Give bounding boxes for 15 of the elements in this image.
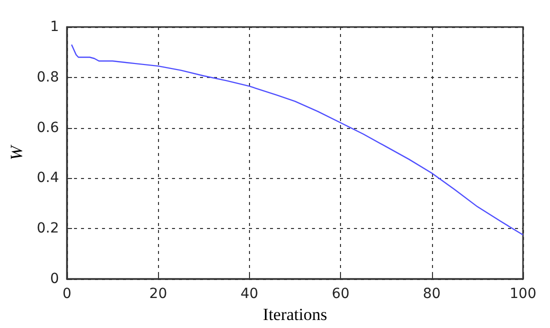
y-tick-label: 0.2 [36,220,59,237]
y-tick-label: 0.8 [36,69,59,86]
y-axis-title: W [7,144,26,160]
x-tick-label: 60 [332,286,350,302]
y-tick-label: 1 [50,19,59,35]
x-tick-label: 0 [62,286,72,302]
x-tick-label: 100 [510,286,536,302]
x-tick-label: 20 [149,286,168,302]
x-axis-title: Iterations [262,304,328,324]
y-tick-label: 0.6 [36,120,60,136]
y-tick-label: 0 [50,271,59,287]
x-tick-label: 80 [422,286,441,302]
y-tick-label: 0.4 [36,170,60,186]
line-series [70,44,524,236]
x-tick-label: 40 [240,286,258,302]
